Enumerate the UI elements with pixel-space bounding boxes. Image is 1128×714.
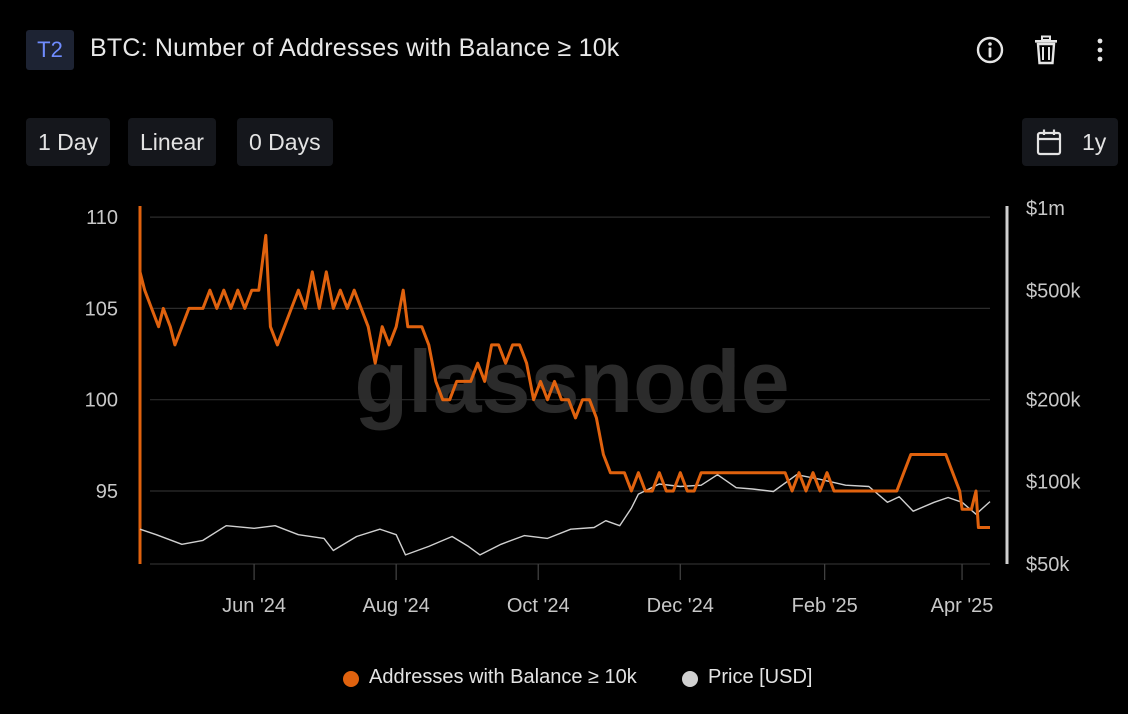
chart-toolbar: 1 Day Linear 0 Days 1y [26,118,1118,166]
chart-title: BTC: Number of Addresses with Balance ≥ … [90,34,620,62]
x-tick-label: Oct '24 [507,595,570,617]
legend-label-price: Price [USD] [708,666,813,688]
legend-label-addresses: Addresses with Balance ≥ 10k [369,666,637,688]
axes: 110 105 100 95 $1m $500k $200k $100k $50k Jun '24… [85,198,1082,617]
y-right-tick-label: $100k [1026,472,1081,494]
series-layer [138,233,991,556]
series-addresses-line [138,233,990,529]
range-button[interactable]: 1y [1022,118,1118,166]
y-right-tick-label: $200k [1026,389,1081,411]
range-label: 1y [1082,129,1107,155]
y-right-tick-label: $1m [1026,198,1065,220]
x-tick-label: Dec '24 [647,595,714,617]
chart-area[interactable]: glassnode 110 105 100 95 $1m $500k $200k $100k $… [0,190,1128,630]
watermark: glassnode [354,332,789,431]
y-right-tick-label: $50k [1026,554,1070,576]
legend: Addresses with Balance ≥ 10k Price [USD] [0,664,1128,694]
scale-button[interactable]: Linear [128,118,216,166]
calendar-icon [1036,129,1062,156]
legend-dot-addresses [343,671,359,687]
y-right-tick-label: $500k [1026,280,1081,302]
chart-header: T2 BTC: Number of Addresses with Balance… [26,28,1116,72]
x-tick-label: Feb '25 [792,595,858,617]
info-icon[interactable] [974,34,1006,66]
x-tick-label: Jun '24 [222,595,286,617]
series-price-line [139,474,991,556]
x-tick-label: Aug '24 [363,595,430,617]
legend-dot-price [682,671,698,687]
resolution-button[interactable]: 1 Day [26,118,111,166]
x-tick-label: Apr '25 [931,595,994,617]
trash-icon[interactable] [1030,34,1062,66]
chart-badge: T2 [26,30,74,70]
y-left-tick-label: 100 [85,390,118,412]
moving-average-button[interactable]: 0 Days [237,118,333,166]
y-left-tick-label: 105 [85,298,118,320]
y-left-tick-label: 110 [86,207,118,229]
y-left-tick-label: 95 [96,481,118,503]
more-vertical-icon[interactable] [1084,34,1116,66]
